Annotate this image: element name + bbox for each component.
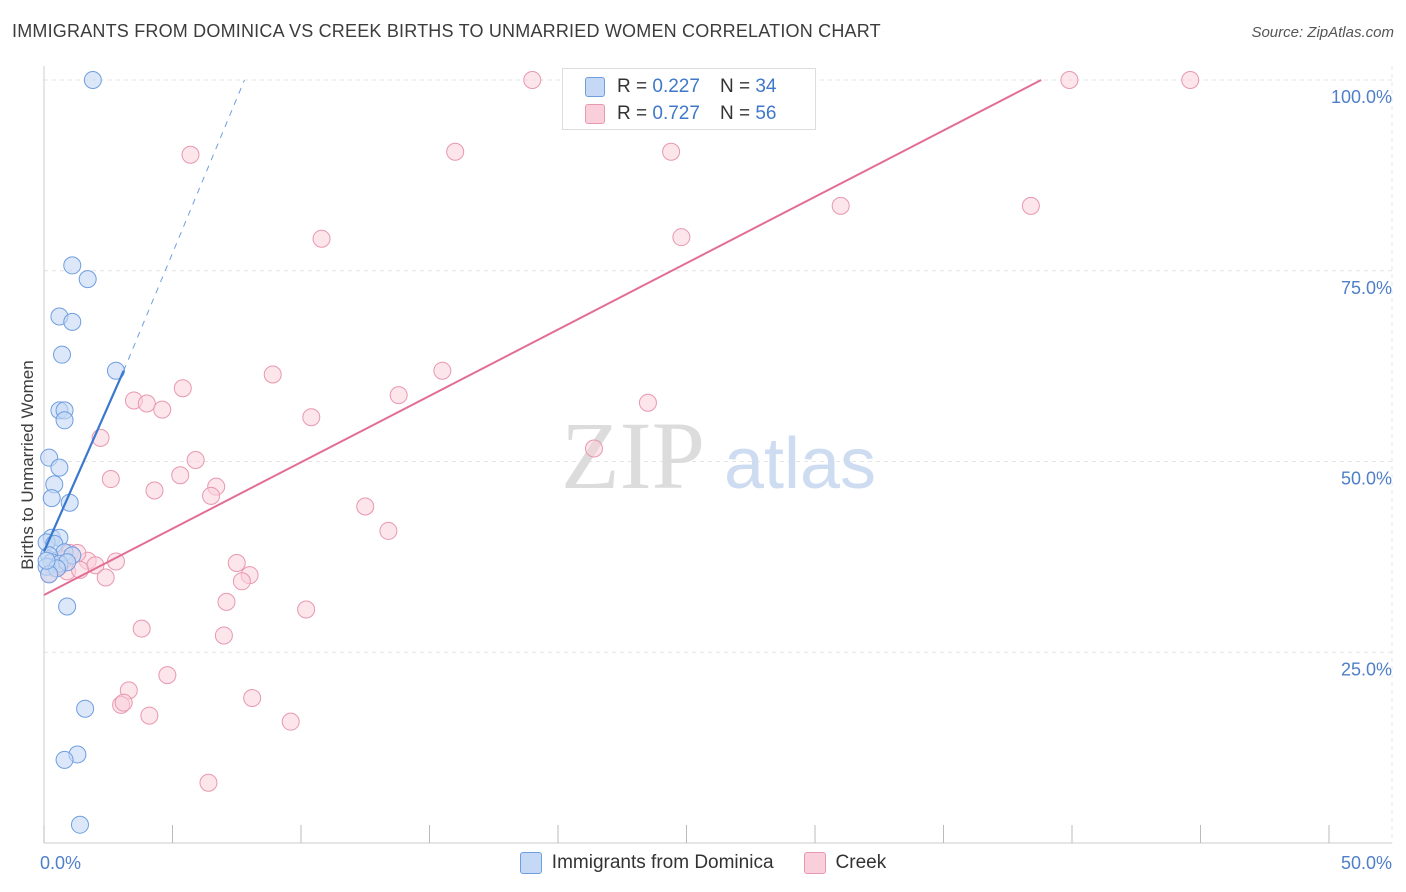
dominica-point <box>78 270 97 289</box>
creek-point <box>227 553 246 572</box>
creek-point <box>672 228 691 247</box>
dominica-trend-extension <box>123 79 245 371</box>
legend-n-value: 34 <box>755 76 777 97</box>
creek-point <box>1021 196 1040 215</box>
dominica-point <box>76 699 95 718</box>
creek-point <box>153 400 172 419</box>
creek-point <box>96 568 115 587</box>
dominica-point <box>106 361 125 380</box>
legend-item-dominica[interactable]: Immigrants from Dominica <box>519 852 774 874</box>
grid <box>44 66 1393 843</box>
chart-title: IMMIGRANTS FROM DOMINICA VS CREEK BIRTHS… <box>12 21 881 41</box>
legend-r-label: R = <box>617 76 648 97</box>
legend-r-value: 0.227 <box>652 76 700 97</box>
legend-n-label: N = <box>719 76 751 97</box>
creek-point <box>114 693 133 712</box>
dominica-point <box>63 312 82 331</box>
creek-legend-swatch <box>803 852 826 874</box>
creek-point <box>1060 71 1079 89</box>
dominica-legend-swatch <box>519 852 542 874</box>
legend-n-value: 56 <box>755 103 777 124</box>
legend-n-label: N = <box>719 103 751 124</box>
dominica-point <box>42 489 61 508</box>
legend-item-label: Immigrants from Dominica <box>551 852 774 873</box>
legend-row-dominica: R = 0.227 N = 34 <box>585 74 776 100</box>
tick-labels: 25.0% 50.0% 75.0% 100.0% 0.0% 50.0% <box>40 87 1392 873</box>
y-tick-label: 25.0% <box>1341 659 1392 679</box>
dominica-point <box>70 815 89 834</box>
correlation-legend: R = 0.227 N = 34 R = 0.727 N = 56 <box>562 68 816 130</box>
creek-point <box>302 408 321 427</box>
y-axis-label: Births to Unmarried Women <box>18 360 37 569</box>
creek-point <box>181 145 200 164</box>
watermark-zip: ZIP <box>561 402 705 509</box>
dominica-point <box>55 411 74 430</box>
dominica-point <box>63 256 82 275</box>
y-tick-label: 50.0% <box>1341 469 1392 489</box>
creek-point <box>312 229 331 248</box>
creek-point <box>202 486 221 505</box>
creek-point <box>638 393 657 412</box>
dominica-swatch <box>585 77 605 97</box>
creek-point <box>214 626 233 645</box>
creek-point <box>140 706 159 725</box>
creek-point <box>379 521 398 540</box>
legend-item-label: Creek <box>835 852 887 873</box>
creek-point <box>173 379 192 398</box>
x-tick-label: 0.0% <box>40 853 81 873</box>
creek-point <box>297 600 316 619</box>
legend-row-creek: R = 0.727 N = 56 <box>585 101 776 127</box>
creek-point <box>137 394 156 413</box>
creek-point <box>281 712 300 731</box>
dominica-point <box>52 345 71 364</box>
axes <box>43 66 1392 844</box>
creek-point <box>831 196 850 215</box>
creek-point <box>171 466 190 485</box>
creek-point <box>158 666 177 685</box>
series-legend: Immigrants from Dominica Creek <box>0 852 1406 874</box>
y-tick-label: 75.0% <box>1341 278 1392 298</box>
dominica-points <box>37 71 125 834</box>
creek-point <box>584 439 603 458</box>
creek-point <box>217 592 236 611</box>
creek-point <box>101 470 120 489</box>
dominica-point <box>37 551 56 570</box>
trend-lines <box>42 79 1042 596</box>
dominica-point <box>58 597 77 616</box>
creek-point <box>199 773 218 792</box>
creek-point <box>132 619 151 638</box>
legend-item-creek[interactable]: Creek <box>803 852 887 874</box>
creek-point <box>186 450 205 469</box>
creek-point <box>1181 71 1200 89</box>
creek-point <box>232 572 251 591</box>
dominica-trend-line <box>42 370 125 552</box>
creek-point <box>263 365 282 384</box>
y-tick-label: 100.0% <box>1331 87 1392 107</box>
creek-point <box>446 142 465 161</box>
creek-trend-line <box>43 79 1042 596</box>
source-label: Source: ZipAtlas.com <box>1251 24 1394 41</box>
creek-point <box>356 497 375 516</box>
x-tick-label: 50.0% <box>1341 853 1392 873</box>
creek-point <box>433 361 452 380</box>
watermark-atlas: atlas <box>724 424 876 504</box>
legend-r-label: R = <box>617 103 648 124</box>
creek-point <box>145 481 164 500</box>
legend-r-value: 0.727 <box>652 103 700 124</box>
creek-point <box>389 386 408 405</box>
dominica-point <box>55 750 74 769</box>
creek-point <box>662 142 681 161</box>
creek-swatch <box>585 104 605 124</box>
dominica-point <box>83 71 102 89</box>
creek-point <box>243 689 262 708</box>
creek-point <box>523 71 542 89</box>
dominica-point <box>50 458 69 477</box>
